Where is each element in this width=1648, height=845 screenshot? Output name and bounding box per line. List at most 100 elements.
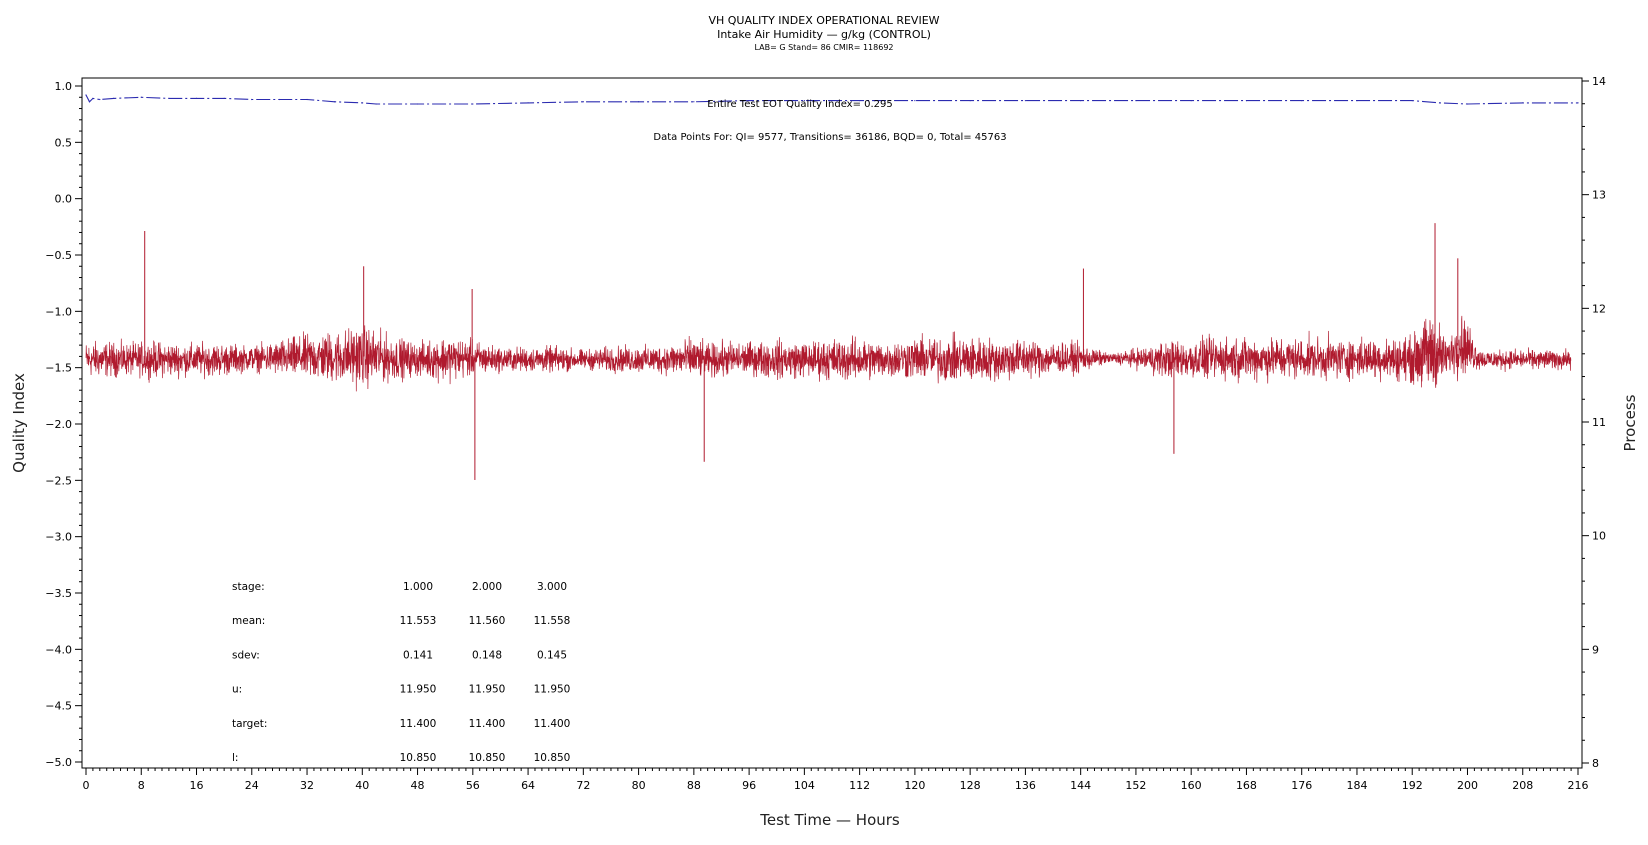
- y-axis-right-label: Process: [1621, 394, 1639, 451]
- quality-index-point: [375, 103, 377, 105]
- y-right-tick-label: 11: [1592, 416, 1606, 429]
- y-axis-left-label: Quality Index: [10, 373, 28, 473]
- x-tick-label: 184: [1346, 779, 1367, 792]
- x-tick-label: 64: [521, 779, 535, 792]
- chart-subtitle: Intake Air Humidity — g/kg (CONTROL): [717, 28, 931, 41]
- y-right-tick-label: 9: [1592, 643, 1599, 656]
- quality-index-point: [195, 97, 198, 99]
- y-left-tick-label: −3.5: [45, 587, 72, 600]
- x-tick-label: 128: [960, 779, 981, 792]
- y-left-tick-label: −2.5: [45, 474, 72, 487]
- quality-index-point: [1245, 100, 1248, 102]
- quality-index-point: [1411, 100, 1413, 102]
- chart-title: VH QUALITY INDEX OPERATIONAL REVIEW: [708, 14, 939, 27]
- stats-cell: 11.950: [469, 684, 506, 696]
- x-tick-label: 96: [742, 779, 756, 792]
- quality-index-point: [1080, 100, 1082, 102]
- stats-row-label: mean:: [232, 615, 265, 627]
- x-axis: 0 8 16 24 32 40 48 56 64 72 80 88 96 104 112 120 128 136 1…: [83, 768, 1589, 792]
- y-left-tick-label: −5.0: [45, 756, 72, 769]
- stats-row-label: sdev:: [232, 649, 260, 661]
- x-tick-label: 192: [1402, 779, 1423, 792]
- stats-row-label: stage:: [232, 581, 265, 593]
- stats-cell: 0.145: [537, 649, 567, 661]
- quality-index-point: [140, 96, 142, 98]
- x-tick-label: 112: [849, 779, 870, 792]
- x-tick-label: 72: [576, 779, 590, 792]
- y-left-tick-label: −1.5: [45, 362, 72, 375]
- chart-subtitle-lab: LAB= G Stand= 86 CMIR= 118692: [754, 43, 893, 52]
- y-right-tick-label: 12: [1592, 302, 1606, 315]
- x-tick-label: 104: [794, 779, 815, 792]
- quality-index-point: [1466, 103, 1469, 105]
- y-left-tick-label: 1.0: [55, 80, 73, 93]
- stats-table: stage: 1.000 2.000 3.000 mean: 11.553 11.560 11…: [232, 581, 570, 764]
- stats-cell: 0.148: [472, 649, 502, 661]
- quality-index-point: [748, 100, 750, 102]
- x-tick-label: 200: [1457, 779, 1478, 792]
- x-tick-label: 216: [1568, 779, 1589, 792]
- x-tick-label: 168: [1236, 779, 1257, 792]
- quality-index-point: [1522, 102, 1524, 104]
- y-left-tick-label: 0.5: [55, 136, 73, 149]
- x-tick-label: 32: [300, 779, 314, 792]
- quality-index-point: [859, 100, 861, 102]
- quality-index-point: [251, 98, 253, 101]
- quality-index-point: [416, 103, 419, 105]
- x-tick-label: 136: [1015, 779, 1036, 792]
- y-left-tick-label: −3.0: [45, 531, 72, 544]
- quality-index-point: [1356, 100, 1358, 102]
- x-tick-label: 24: [245, 779, 259, 792]
- stats-cell: 11.560: [469, 615, 506, 627]
- stats-row-label: u:: [232, 684, 242, 696]
- x-tick-label: 8: [138, 779, 145, 792]
- x-axis-label: Test Time — Hours: [759, 811, 900, 829]
- x-tick-label: 120: [904, 779, 925, 792]
- quality-index-point: [582, 101, 584, 103]
- stats-cell: 0.141: [403, 649, 433, 661]
- quality-index-point: [85, 94, 87, 96]
- x-tick-label: 56: [466, 779, 480, 792]
- y-axis-right: 14 13 12 11 10 9 8: [1582, 75, 1606, 770]
- quality-index-point: [92, 97, 94, 99]
- x-tick-label: 16: [190, 779, 204, 792]
- quality-index-point: [1190, 100, 1192, 102]
- quality-index-point: [278, 98, 281, 101]
- y-left-tick-label: −0.5: [45, 249, 72, 262]
- quality-index-point: [1577, 102, 1579, 104]
- stats-cell: 3.000: [537, 581, 567, 593]
- x-tick-label: 176: [1291, 779, 1312, 792]
- quality-index-point: [803, 100, 805, 102]
- quality-index-point: [527, 102, 529, 104]
- quality-index-point: [334, 101, 336, 103]
- quality-index-point: [99, 98, 101, 101]
- stats-row-label: l:: [232, 752, 238, 764]
- y-right-tick-label: 8: [1592, 757, 1599, 770]
- stats-cell: 11.553: [400, 615, 437, 627]
- y-left-tick-label: −2.0: [45, 418, 72, 431]
- x-tick-label: 152: [1125, 779, 1146, 792]
- data-points-annotation: Data Points For: QI= 9577, Transitions= …: [653, 132, 1006, 143]
- quality-index-point: [1024, 100, 1027, 102]
- plot-frame: [81, 77, 1583, 769]
- x-tick-label: 160: [1181, 779, 1202, 792]
- x-tick-label: 144: [1070, 779, 1091, 792]
- y-left-tick-label: −4.5: [45, 700, 72, 713]
- quality-index-point: [693, 101, 695, 103]
- stats-cell: 10.850: [469, 752, 506, 764]
- eot-quality-index-annotation: Entire Test EOT Quality Index= 0.295: [707, 99, 893, 110]
- quality-index-point: [969, 100, 971, 102]
- quality-index-point: [306, 98, 308, 101]
- quality-index-point: [168, 97, 170, 99]
- quality-index-point: [1301, 100, 1303, 102]
- x-tick-label: 88: [687, 779, 701, 792]
- stats-cell: 11.400: [534, 718, 571, 730]
- quality-index-point: [1439, 102, 1441, 104]
- quality-index-point: [1135, 100, 1137, 102]
- y-left-tick-label: 0.0: [55, 193, 73, 206]
- y-right-tick-label: 13: [1592, 189, 1606, 202]
- y-left-tick-label: −1.0: [45, 305, 72, 318]
- process-series: [85, 223, 1572, 480]
- quality-index-series: [85, 94, 1579, 105]
